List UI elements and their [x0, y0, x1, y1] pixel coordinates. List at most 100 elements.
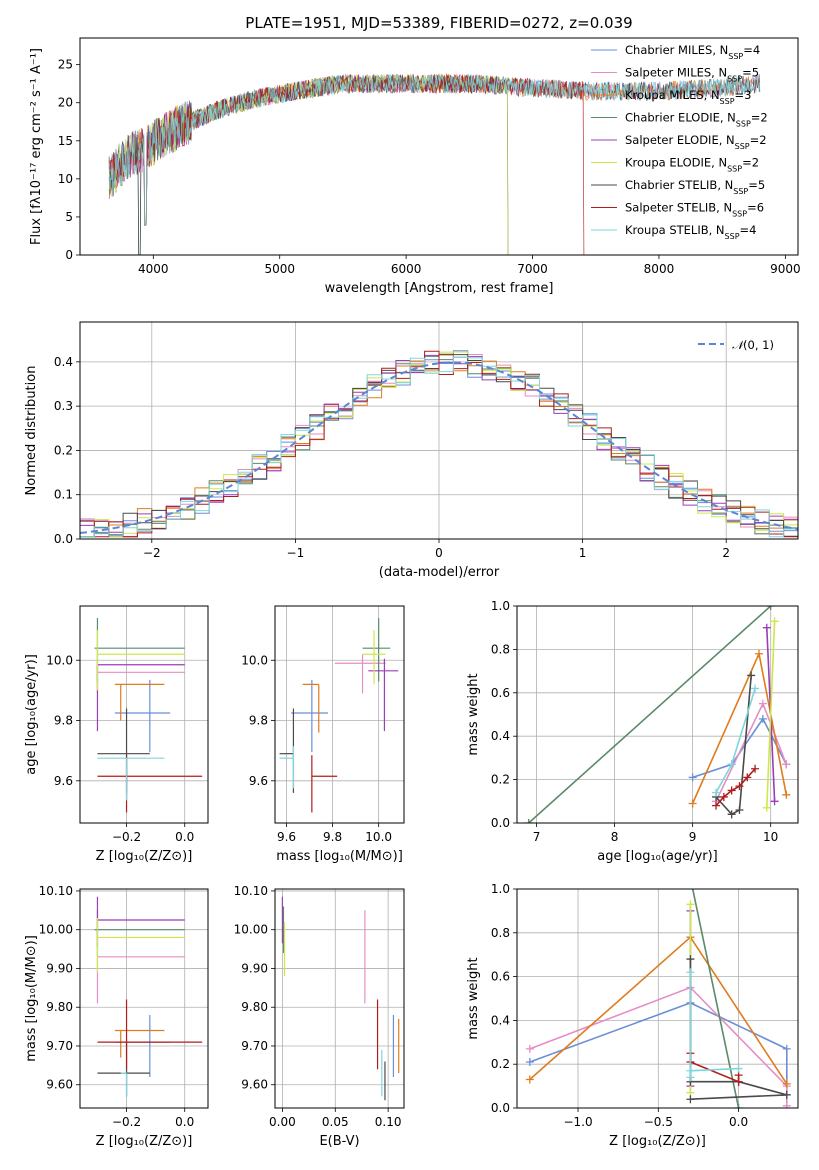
x-tick-label: 10.0	[365, 830, 392, 844]
y-tick-label: 0.6	[491, 970, 510, 984]
y-tick-label: 9.80	[241, 1000, 268, 1014]
legend-label: Salpeter STELIB, NSSP=6	[625, 201, 764, 219]
y-tick-label: 0.4	[491, 1013, 510, 1027]
weight-line	[691, 889, 740, 1108]
y-tick-label: 10.0	[46, 653, 73, 667]
weight-point	[758, 699, 767, 708]
x-axis-label: Z [log₁₀(Z/Z⊙)]	[96, 1134, 193, 1149]
y-tick-label: 9.70	[241, 1039, 268, 1053]
x-tick-label: 0.0	[175, 830, 194, 844]
weight-point	[770, 617, 779, 626]
y-tick-label: 0.0	[491, 816, 510, 830]
weight-point	[525, 1058, 534, 1067]
y-tick-label: 10.0	[241, 653, 268, 667]
weight-point	[782, 1044, 791, 1053]
weight-point	[782, 790, 791, 799]
y-tick-label: 0.2	[54, 443, 73, 457]
weight-line	[766, 621, 776, 808]
weight-point	[686, 1095, 695, 1104]
chart-mass-weight-vs-Z: −1.0 −0.5 0.0 0.0 0.2 0.4 0.6 0.8 1.0 Z [log₁₀(Z/…	[466, 874, 799, 1149]
x-tick-label: 0.00	[269, 1115, 296, 1129]
x-tick-label: 7	[533, 830, 541, 844]
weight-point	[686, 1066, 695, 1075]
x-tick-label: −0.2	[112, 1115, 141, 1129]
legend-label: Chabrier ELODIE, NSSP=2	[625, 111, 768, 129]
y-axis-label: mass [log₁₀(M/M⊙)]	[24, 935, 39, 1062]
weight-point	[766, 606, 775, 610]
weight-point	[782, 1079, 791, 1088]
y-tick-label: 15	[58, 134, 73, 148]
x-tick-label: 0	[435, 546, 443, 560]
weight-line	[692, 717, 788, 779]
chart-residuals: −2 −1 0 1 2 0.0 0.1 0.2 0.3 0.4 (data-model)/error…	[24, 321, 799, 580]
x-tick-label: 0.0	[175, 1115, 194, 1129]
y-tick-label: 9.60	[46, 1078, 73, 1092]
spectrum-line	[108, 74, 761, 227]
weight-point	[735, 805, 744, 814]
plot-area-mass-weight-vs-Z	[525, 874, 791, 1108]
weight-line	[689, 972, 739, 1078]
weight-point	[686, 874, 694, 882]
axes-frame	[79, 321, 799, 540]
legend-label: Kroupa MILES, NSSP=3	[625, 88, 751, 106]
chart-mass-vs-Z: −0.2 0.0 9.60 9.70 9.80 9.90 10.00 10.10 Z [log₁…	[24, 884, 209, 1149]
weight-line	[715, 768, 756, 807]
plot-area-mass-vs-EBV	[281, 896, 400, 1101]
y-tick-label: 9.8	[249, 714, 268, 728]
axes-frame	[79, 888, 209, 1109]
weight-point	[727, 760, 736, 769]
x-tick-label: −0.2	[112, 830, 141, 844]
y-axis-label: age [log₁₀(age/yr)]	[24, 654, 39, 775]
weight-point	[686, 955, 695, 964]
y-tick-label: 0.0	[54, 532, 73, 546]
spectrum-line	[108, 73, 509, 255]
y-tick-label: 0.0	[491, 1101, 510, 1115]
x-tick-label: 4000	[138, 262, 169, 276]
weight-point	[747, 671, 756, 680]
y-tick-label: 0	[65, 248, 73, 262]
y-tick-label: 0.1	[54, 488, 73, 502]
y-tick-label: 0.4	[54, 355, 73, 369]
x-tick-label: 0.10	[375, 1115, 402, 1129]
weight-point	[758, 714, 767, 723]
x-tick-label: −1.0	[563, 1115, 592, 1129]
y-tick-label: 1.0	[491, 599, 510, 613]
y-axis-label: mass weight	[466, 957, 481, 1039]
y-tick-label: 9.70	[46, 1039, 73, 1053]
axes-frame	[79, 605, 209, 824]
weight-point	[727, 810, 736, 819]
legend-label: 𝒩(0, 1)	[732, 338, 774, 352]
weight-point	[712, 801, 721, 810]
chart-mass-weight-vs-age: 7 8 9 10 0.0 0.2 0.4 0.6 0.8 1.0 age [log₁₀(age/yr…	[466, 599, 799, 864]
x-tick-label: 7000	[517, 262, 548, 276]
y-tick-label: 25	[58, 58, 73, 72]
x-tick-label: 1	[579, 546, 587, 560]
x-tick-label: 9.6	[277, 830, 296, 844]
spectrum-line	[108, 74, 509, 255]
legend-label: Chabrier MILES, NSSP=4	[625, 43, 760, 61]
legend-label: Kroupa STELIB, NSSP=4	[625, 223, 756, 241]
plot-area-residuals	[80, 350, 798, 539]
weight-point	[734, 1104, 743, 1108]
weight-point	[712, 788, 721, 797]
weight-point	[734, 1064, 743, 1073]
y-tick-label: 0.8	[491, 642, 510, 656]
y-tick-label: 5	[65, 210, 73, 224]
x-tick-label: 9.8	[323, 830, 342, 844]
y-axis-label: mass weight	[466, 673, 481, 755]
x-tick-label: 9	[689, 830, 697, 844]
weight-line	[715, 675, 752, 816]
weight-point	[686, 968, 695, 977]
y-tick-label: 9.90	[241, 961, 268, 975]
legend-label: Salpeter ELODIE, NSSP=2	[625, 133, 767, 151]
x-tick-label: 0.05	[322, 1115, 349, 1129]
y-tick-label: 0.8	[491, 926, 510, 940]
y-tick-label: 10.00	[234, 923, 268, 937]
weight-point	[782, 1101, 791, 1108]
normal-reference-curve	[80, 361, 798, 534]
weight-point	[770, 797, 779, 806]
x-axis-label: Z [log₁₀(Z/Z⊙)]	[609, 1134, 706, 1149]
y-tick-label: 20	[58, 96, 73, 110]
y-axis-label: Normed distribution	[24, 366, 39, 496]
axes-frame	[274, 605, 405, 824]
